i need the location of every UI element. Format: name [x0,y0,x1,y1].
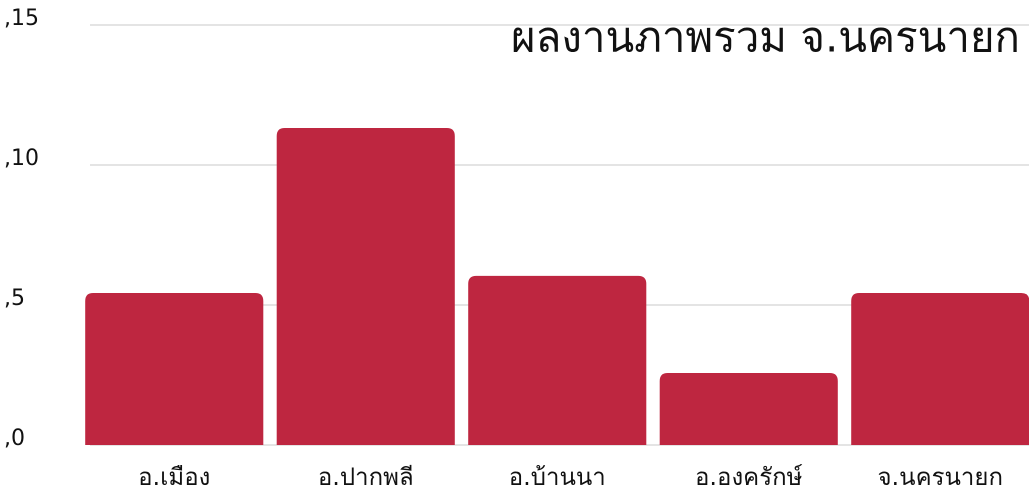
x-tick-label: อ.บ้านนา [509,463,606,491]
x-tick-label: อ.ปากพลี [318,463,414,491]
bar [276,128,455,446]
y-tick-label: ,5 [4,286,25,311]
y-tick-label: ,15 [4,6,39,31]
bar [85,292,264,445]
y-tick-label: ,10 [4,146,39,171]
x-tick-label: อ.องครักษ์ [695,463,803,491]
x-tick-label: จ.นครนายก [877,463,1003,491]
bar [468,275,647,445]
bar [851,292,1029,445]
y-tick-label: ,0 [4,426,25,451]
bar [659,373,838,445]
x-tick-label: อ.เมือง [138,463,210,491]
chart-title: ผลงานภาพรวม จ.นครนายก [511,13,1020,62]
